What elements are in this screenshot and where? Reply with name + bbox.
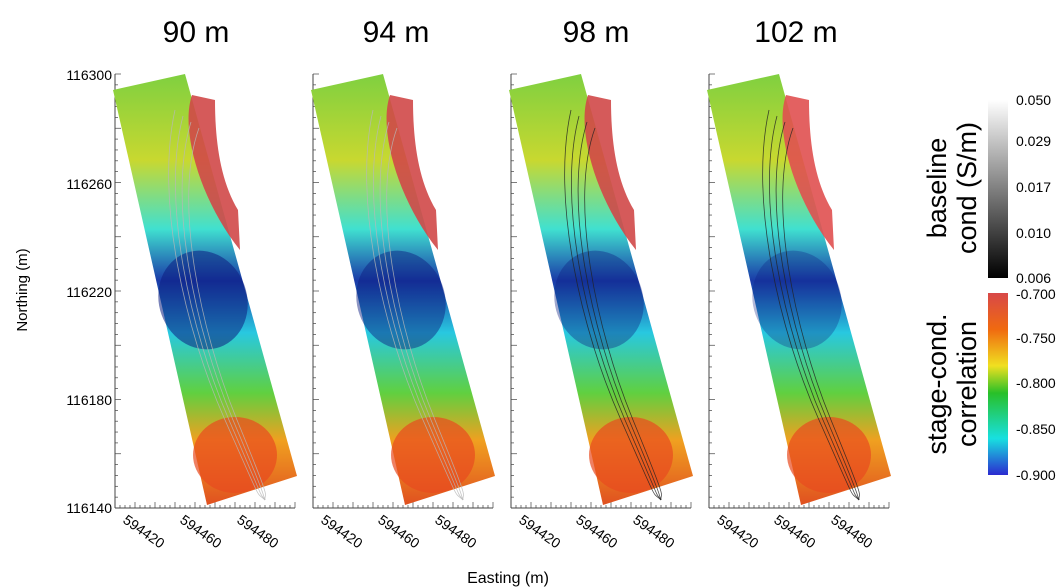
x-tick-label: 594420 (714, 511, 762, 551)
y-tick-label: 116220 (66, 284, 112, 300)
colorbar-label: baseline (922, 138, 952, 239)
survey-strip (707, 74, 891, 505)
x-tick-label: 594420 (120, 511, 168, 551)
y-axis-label: Northing (m) (14, 248, 31, 331)
panel-title-3: 98 m (563, 16, 630, 49)
high-correlation-region (589, 417, 673, 493)
low-correlation-region (554, 250, 644, 350)
colorbar-tick-label: -0.850 (1016, 421, 1056, 437)
high-correlation-region (188, 95, 240, 250)
x-tick-label: 594420 (318, 511, 366, 551)
colorbar-label: stage-cond. (922, 313, 952, 454)
x-tick-label: 594480 (234, 511, 282, 551)
contour-line (175, 115, 266, 501)
colorbar-label: cond (S/m) (952, 122, 982, 254)
survey-strip (311, 74, 495, 505)
map-panels (113, 73, 891, 509)
colorbar-tick-label: 0.006 (1016, 270, 1051, 286)
low-correlation-region (752, 250, 842, 350)
colorbar-tick-label: 0.010 (1016, 225, 1051, 241)
colorbar-tick-label: -0.750 (1016, 330, 1056, 346)
low-correlation-region (158, 250, 248, 350)
x-tick-label: 594460 (573, 511, 621, 551)
panel-title-4: 102 m (754, 16, 837, 49)
high-correlation-region (386, 95, 438, 250)
contour-line (168, 109, 266, 501)
high-correlation-region (193, 417, 277, 493)
contour-line (386, 127, 464, 501)
x-tick-labels: 594420 594460 594480 594420 594460 59448… (120, 511, 876, 551)
colorbar-tick-label: -0.800 (1016, 375, 1056, 391)
x-tick-label: 594460 (177, 511, 225, 551)
survey-strip (509, 74, 693, 505)
x-axis-label: Easting (m) (467, 570, 549, 587)
x-tick-label: 594480 (630, 511, 678, 551)
colorbar-tick-label: 0.050 (1016, 92, 1051, 108)
colorbar-jet (988, 293, 1008, 475)
colorbar-baseline: baseline cond (S/m) 0.050 0.029 0.017 0.… (922, 92, 1051, 286)
contour-line (775, 121, 860, 501)
contour-line (577, 121, 662, 501)
contour-line (571, 115, 662, 501)
contour-line (782, 127, 860, 501)
x-tick-label: 594460 (771, 511, 819, 551)
colorbar-tick-label: 0.017 (1016, 179, 1051, 195)
contour-line (564, 109, 662, 501)
panel-title-1: 90 m (163, 16, 230, 49)
contour-line (769, 115, 860, 501)
colorbar-tick-label: -0.900 (1016, 467, 1056, 483)
colorbar-correlation: stage-cond. correlation -0.700 -0.750 -0… (922, 286, 1056, 483)
high-correlation-region (584, 95, 636, 250)
x-tick-label: 594480 (828, 511, 876, 551)
x-tick-label: 594480 (432, 511, 480, 551)
y-tick-label: 116140 (66, 500, 112, 516)
high-correlation-region (391, 417, 475, 493)
contour-line (366, 109, 464, 501)
x-tick-label: 594420 (516, 511, 564, 551)
colorbar-gray (988, 100, 1008, 278)
low-correlation-region (356, 250, 446, 350)
y-tick-label: 116260 (66, 176, 112, 192)
contour-line (762, 109, 860, 501)
x-tick-label: 594460 (375, 511, 423, 551)
y-tick-label: 116180 (66, 392, 112, 408)
high-correlation-region (787, 417, 871, 493)
panel-title-2: 94 m (363, 16, 430, 49)
high-correlation-region (782, 95, 834, 250)
contour-line (584, 127, 662, 501)
contour-line (373, 115, 464, 501)
contour-line (188, 127, 266, 501)
y-tick-label: 116300 (66, 67, 112, 83)
contour-line (379, 121, 464, 501)
colorbar-tick-label: -0.700 (1016, 286, 1056, 302)
colorbar-tick-label: 0.029 (1016, 133, 1051, 149)
contour-line (181, 121, 266, 501)
colorbar-label: correlation (952, 321, 982, 447)
